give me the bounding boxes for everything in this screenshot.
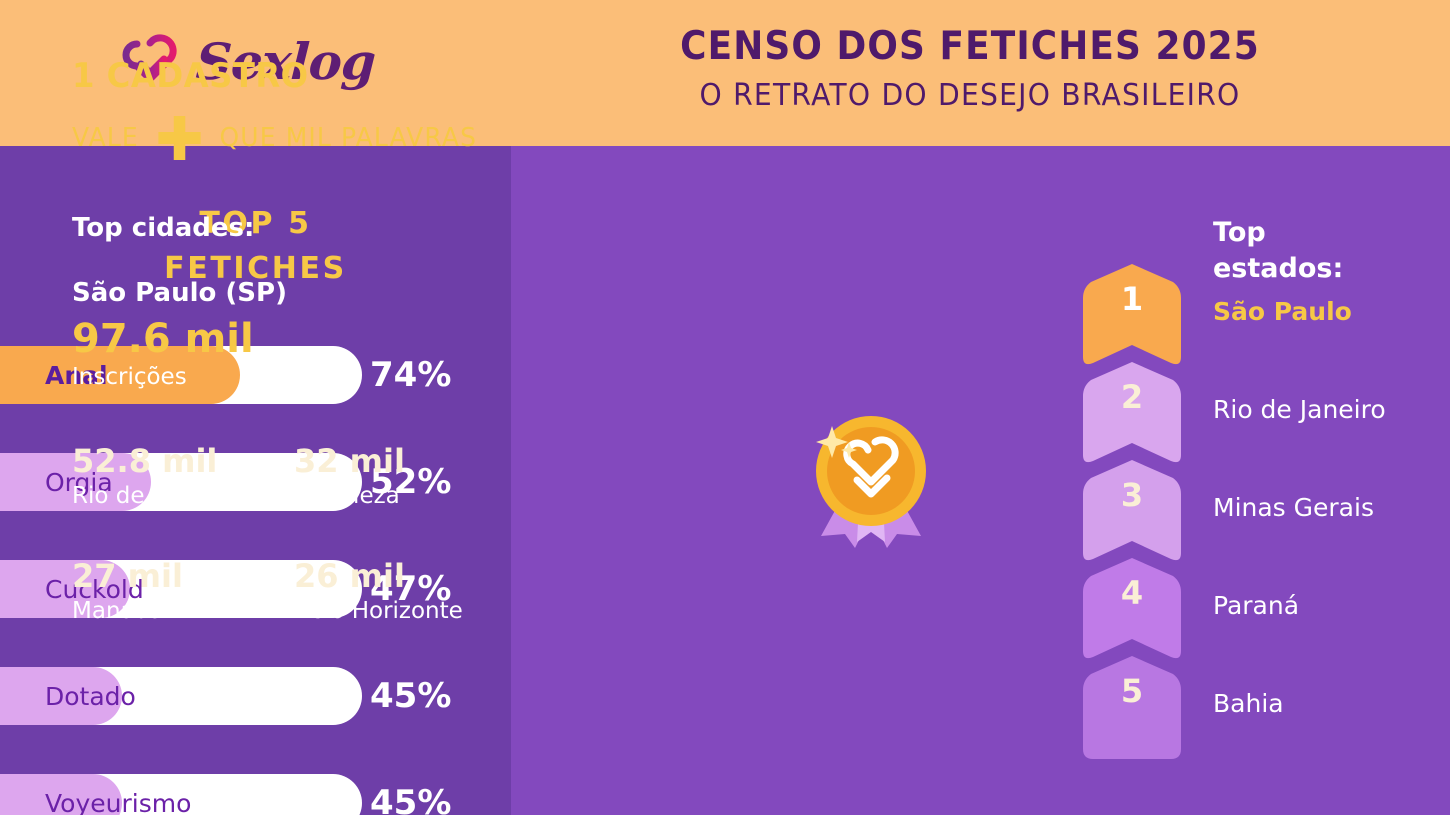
cadastro-subline: VALE QUE MIL PALAVRAS [72,114,477,162]
state-rank-chevron: 3 [1073,458,1191,563]
top-estados-heading-line2: estados: [1213,253,1344,285]
top-estados-heading: Top estados: [1213,215,1343,288]
chevron-shape [1083,656,1181,759]
bar-fill [0,346,240,404]
title-block: CENSO DOS FETICHES 2025 O RETRATO DO DES… [620,24,1320,114]
bar-row: Cuckold 47% [0,560,500,618]
bar-percent-value: 45% [370,783,452,815]
header-band: Sexlog CENSO DOS FETICHES 2025 O RETRATO… [0,0,1450,146]
cadastro-headline: 1 CADASTRO [72,56,309,96]
fetish-bar-chart: Anal 74% Orgia 52% Cuckold 47% Dotado 45% Voyeur… [0,346,500,815]
right-panel [511,146,1450,815]
page-title: CENSO DOS FETICHES 2025 [680,24,1260,69]
cadastro-callout: 1 CADASTRO VALE QUE MIL PALAVRAS [72,56,494,162]
state-rank-chevron: 1 [1073,262,1191,367]
top-city-block: São Paulo (SP) 97.6 mil Inscrições [72,278,287,390]
medal-badge-icon [816,416,926,548]
city-stat: 32 mil Fortaleza [294,442,516,509]
chevron-shape [1083,264,1181,365]
state-rank-number: 5 [1120,672,1144,710]
bar-label: Anal [45,360,108,390]
city-name: Belo Horizonte [294,598,463,624]
top-city-value: 97.6 mil [72,316,254,362]
state-name-label: Rio de Janeiro [1213,394,1386,424]
bar-row: Voyeurismo 45% [0,774,500,815]
bar-fill [0,774,123,815]
state-rank-number: 3 [1120,476,1144,514]
page-subtitle: O RETRATO DO DESEJO BRASILEIRO [699,78,1241,114]
state-rank-chevron: 5 [1073,654,1191,759]
state-rank-number: 4 [1120,574,1144,612]
bar-label: Orgia [45,467,113,497]
heart-loop-icon [122,34,177,83]
city-value: 26 mil [294,557,405,595]
state-name-label: Minas Gerais [1213,492,1374,522]
bar-fill [0,453,151,511]
state-label-list: São Paulo Rio de Janeiro Minas Gerais Paran… [1213,262,1450,752]
bar-label: Cuckold [45,574,144,604]
chevron-shape [1083,460,1181,561]
top5-heading-line1: TOP 5 [199,206,312,241]
city-stat: 26 mil Belo Horizonte [294,557,516,624]
brand-logo[interactable]: Sexlog [120,32,377,91]
top-city-name: São Paulo (SP) [72,278,287,308]
state-name-label: Paraná [1213,590,1300,620]
bar-percent-value: 74% [370,355,452,395]
bar-label: Voyeurismo [45,788,192,815]
top5-heading-line2: FETICHES [164,251,347,286]
top-estados-heading-line1: Top [1213,217,1266,248]
state-name-label: Bahia [1213,688,1284,718]
top-city-caption: Inscrições [72,364,187,390]
chevron-shape [1083,558,1181,659]
city-stat: 27 mil Manaus [72,557,294,624]
bar-percent-value: 45% [370,676,452,716]
state-name-label: São Paulo [1213,296,1352,326]
plus-icon [158,116,201,160]
cadastro-rest-text: QUE MIL PALAVRAS [219,123,478,153]
city-name: Fortaleza [294,483,400,509]
bar-percent-value: 52% [370,462,452,502]
city-value: 52.8 mil [72,442,218,480]
state-rank-chevron: 2 [1073,360,1191,465]
state-rank-chevron: 4 [1073,556,1191,661]
city-value: 27 mil [72,557,183,595]
top5-heading: TOP 5 FETICHES [0,201,511,291]
bar-percent-value: 47% [370,569,452,609]
bar-label: Dotado [45,681,136,711]
bar-row: Anal 74% [0,346,500,404]
state-rank-chevrons: 1 2 3 4 5 [1073,262,1193,759]
other-cities-grid: 52.8 mil Rio de Janeiro 32 mil Fortaleza 27 … [72,442,516,624]
bar-fill [0,667,123,725]
city-name: Manaus [72,598,162,624]
left-panel: TOP 5 FETICHES Anal 74% Orgia 52% Cuckold 47%… [0,146,511,815]
bar-row: Orgia 52% [0,453,500,511]
state-rank-number: 1 [1120,280,1144,318]
state-rank-number: 2 [1120,378,1144,416]
bar-row: Dotado 45% [0,667,500,725]
city-stat: 52.8 mil Rio de Janeiro [72,442,294,509]
cadastro-vale-text: VALE [72,123,139,153]
chevron-shape [1083,362,1181,463]
bar-fill [0,560,131,618]
top-cidades-heading: Top cidades: [72,213,255,243]
city-name: Rio de Janeiro [72,483,231,509]
city-value: 32 mil [294,442,405,480]
